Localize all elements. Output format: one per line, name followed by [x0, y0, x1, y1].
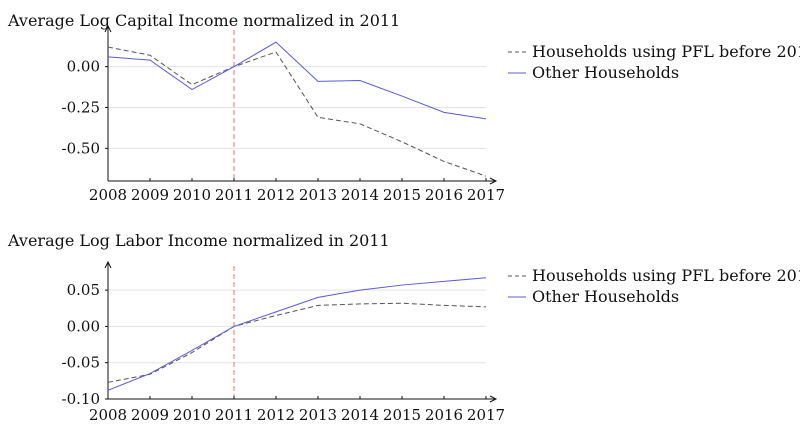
- chart-2: Average Log Labor Income normalized in 2…: [7, 231, 800, 424]
- x-axis-arrow: [489, 177, 498, 185]
- x-tick-label: 2015: [383, 186, 421, 204]
- chart-title: Average Log Capital Income normalized in…: [7, 11, 400, 30]
- legend-label: Households using PFL before 2012: [532, 266, 800, 285]
- series-line-pfl-households: [107, 46, 487, 177]
- x-tick-label: 2009: [131, 406, 169, 424]
- y-tick-label: -0.25: [62, 99, 100, 117]
- series-line-other-households: [107, 41, 487, 120]
- y-tick-label: 0.00: [67, 58, 100, 76]
- x-tick-label: 2009: [131, 186, 169, 204]
- x-tick-label: 2014: [341, 186, 379, 204]
- chart-title: Average Log Labor Income normalized in 2…: [7, 231, 390, 250]
- x-tick-label: 2012: [257, 406, 295, 424]
- y-axis-arrow: [104, 260, 112, 269]
- y-tick-label: -0.50: [62, 139, 100, 157]
- x-tick-label: 2014: [341, 406, 379, 424]
- x-tick-label: 2012: [257, 186, 295, 204]
- chart-1: Average Log Capital Income normalized in…: [7, 11, 800, 204]
- x-tick-label: 2013: [299, 186, 337, 204]
- legend-label: Other Households: [532, 287, 679, 306]
- x-tick-label: 2011: [215, 186, 253, 204]
- x-axis-arrow: [489, 395, 498, 403]
- series-line-pfl-households: [107, 302, 487, 383]
- legend-label: Other Households: [532, 63, 679, 82]
- legend-label: Households using PFL before 2012: [532, 42, 800, 61]
- x-tick-label: 2016: [425, 406, 463, 424]
- x-tick-label: 2010: [173, 406, 211, 424]
- x-tick-label: 2008: [89, 186, 127, 204]
- y-tick-label: -0.05: [62, 354, 100, 372]
- y-axis-arrow: [104, 24, 112, 33]
- x-tick-label: 2013: [299, 406, 337, 424]
- x-tick-label: 2015: [383, 406, 421, 424]
- x-tick-label: 2010: [173, 186, 211, 204]
- x-tick-label: 2017: [467, 406, 505, 424]
- y-tick-label: 0.00: [67, 317, 100, 335]
- x-tick-label: 2011: [215, 406, 253, 424]
- x-tick-label: 2016: [425, 186, 463, 204]
- y-tick-label: 0.05: [67, 281, 100, 299]
- series-line-other-households: [107, 277, 487, 391]
- x-tick-label: 2008: [89, 406, 127, 424]
- y-tick-label: -0.10: [62, 390, 100, 408]
- x-tick-label: 2017: [467, 186, 505, 204]
